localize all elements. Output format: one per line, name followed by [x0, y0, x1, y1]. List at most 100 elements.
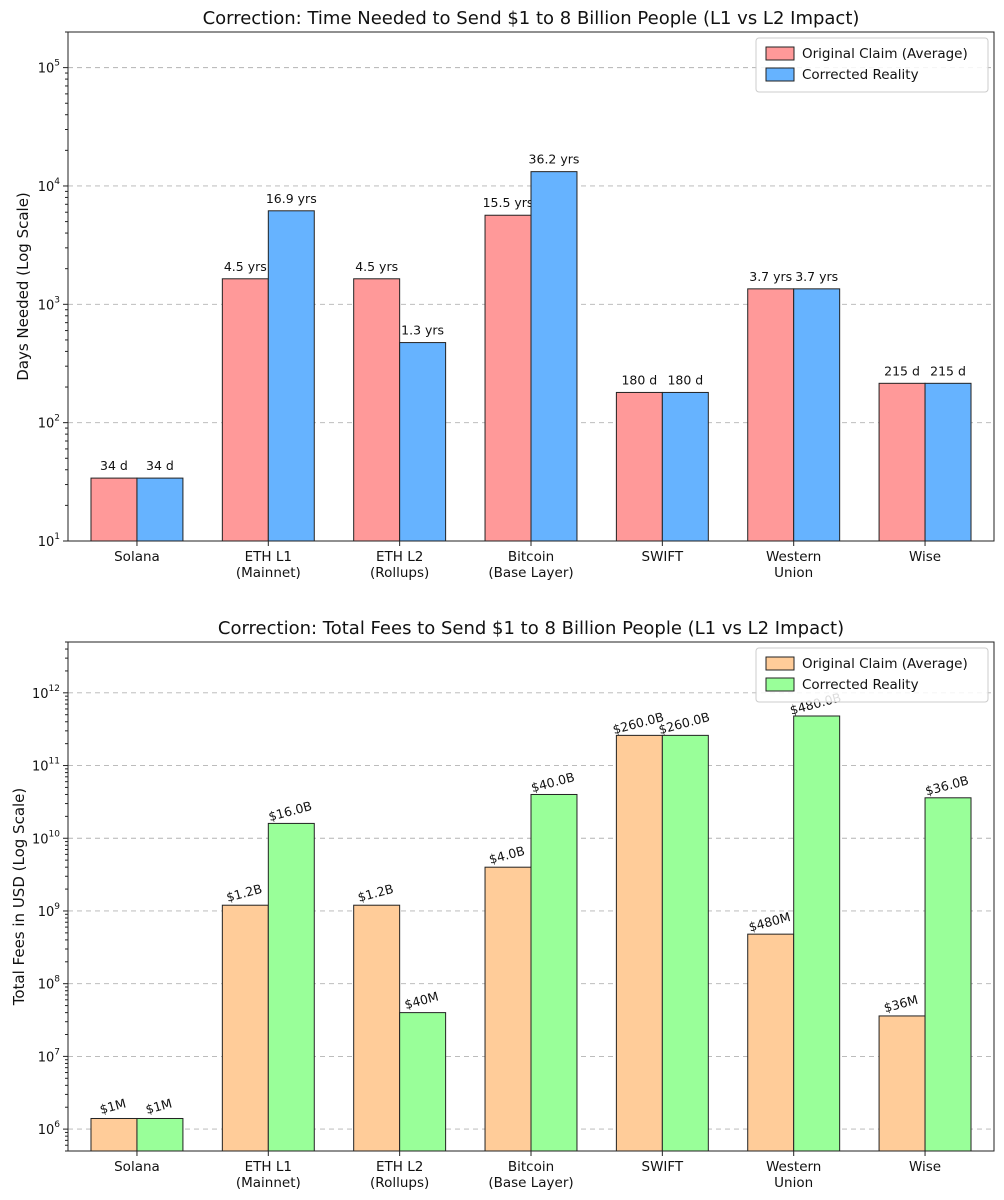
chart-title: Correction: Time Needed to Send $1 to 8 … — [203, 8, 860, 29]
chart-2: Correction: Total Fees to Send $1 to 8 B… — [10, 618, 995, 1191]
data-label: 215 d — [930, 363, 966, 378]
y-tick-label: 109 — [38, 902, 61, 920]
y-tick-label: 104 — [38, 177, 61, 195]
bar-original-3 — [353, 904, 401, 1152]
y-tick-label: 101 — [38, 532, 60, 550]
data-label: 180 d — [667, 372, 703, 387]
bar-original-2 — [221, 278, 269, 542]
bar-corrected-7 — [924, 797, 972, 1152]
category-label: (Base Layer) — [488, 1175, 573, 1191]
category-label: Wise — [909, 549, 941, 565]
data-label: $1.2B — [356, 881, 395, 905]
bar-original-4 — [484, 214, 532, 542]
category-label: SWIFT — [642, 549, 684, 565]
data-label: 36.2 yrs — [529, 152, 580, 167]
data-label: $1.2B — [225, 881, 264, 905]
bar-original-4 — [484, 866, 532, 1152]
data-label: $40.0B — [529, 769, 576, 795]
y-tick-label: 1010 — [32, 829, 60, 847]
bar-corrected-3 — [399, 342, 447, 542]
category-label: ETH L2 — [376, 1159, 423, 1175]
data-label: $480M — [747, 909, 792, 935]
bar-corrected-5 — [661, 391, 709, 542]
y-axis-label: Days Needed (Log Scale) — [14, 192, 32, 381]
bar-corrected-2 — [267, 210, 315, 542]
bar-corrected-5 — [661, 734, 709, 1152]
y-tick-label: 103 — [38, 295, 60, 313]
category-label: (Rollups) — [370, 1175, 429, 1191]
bar-original-2 — [221, 904, 269, 1152]
data-label: 4.5 yrs — [224, 259, 267, 274]
data-label: $1M — [144, 1095, 174, 1116]
y-tick-label: 107 — [38, 1047, 60, 1065]
data-label: $36M — [882, 992, 919, 1015]
data-label: 16.9 yrs — [266, 191, 317, 206]
bar-original-6 — [747, 288, 795, 542]
legend-label: Original Claim (Average) — [802, 656, 968, 672]
bar-corrected-7 — [924, 382, 972, 542]
data-label: 15.5 yrs — [483, 195, 534, 210]
bar-original-1 — [90, 1117, 138, 1152]
category-label: (Rollups) — [370, 565, 429, 581]
bar-corrected-1 — [136, 1117, 184, 1152]
plot-frame — [67, 641, 995, 1152]
legend: Original Claim (Average) Corrected Realit… — [755, 37, 989, 93]
category-label: ETH L1 — [245, 1159, 292, 1175]
y-axis-label: Total Fees in USD (Log Scale) — [10, 788, 28, 1007]
legend: Original Claim (Average) Corrected Realit… — [755, 647, 989, 703]
data-label: 34 d — [100, 458, 128, 473]
bar-original-5 — [615, 734, 663, 1152]
plot-frame — [67, 31, 995, 542]
bar-original-7 — [878, 382, 926, 542]
data-label: 215 d — [884, 363, 920, 378]
legend-swatch — [765, 67, 795, 82]
bar-corrected-6 — [793, 715, 841, 1152]
y-tick-label: 102 — [38, 414, 60, 432]
legend-swatch — [765, 677, 795, 692]
data-label: 4.5 yrs — [355, 259, 398, 274]
bar-corrected-4 — [530, 171, 578, 542]
legend-label: Corrected Reality — [802, 677, 919, 693]
bar-original-7 — [878, 1015, 926, 1152]
y-tick-label: 108 — [38, 975, 61, 993]
y-tick-label: 1011 — [32, 757, 60, 775]
data-label: 180 d — [621, 372, 657, 387]
data-label: 3.7 yrs — [795, 269, 838, 284]
category-label: ETH L1 — [245, 549, 292, 565]
bar-original-1 — [90, 477, 138, 542]
bar-corrected-6 — [793, 288, 841, 542]
data-label: 34 d — [146, 458, 174, 473]
legend-box — [755, 37, 989, 93]
data-label: $260.0B — [657, 709, 711, 737]
category-label: Solana — [114, 549, 160, 565]
category-label: (Mainnet) — [236, 1175, 301, 1191]
chart-title: Correction: Total Fees to Send $1 to 8 B… — [218, 618, 844, 639]
category-label: Union — [774, 565, 813, 581]
category-label: (Mainnet) — [236, 565, 301, 581]
category-label: (Base Layer) — [488, 565, 573, 581]
y-tick-label: 106 — [38, 1120, 61, 1138]
chart-1: Correction: Time Needed to Send $1 to 8 … — [14, 8, 995, 581]
bar-original-5 — [615, 391, 663, 542]
bar-original-6 — [747, 933, 795, 1152]
category-label: Solana — [114, 1159, 160, 1175]
category-label: ETH L2 — [376, 549, 423, 565]
legend-swatch — [765, 656, 795, 671]
category-label: Wise — [909, 1159, 941, 1175]
data-label: $16.0B — [267, 798, 314, 824]
legend-label: Corrected Reality — [802, 67, 919, 83]
category-label: Union — [774, 1175, 813, 1191]
bar-corrected-3 — [399, 1012, 447, 1152]
y-tick-label: 105 — [38, 59, 60, 77]
bar-corrected-4 — [530, 793, 578, 1152]
category-label: Western — [766, 549, 821, 565]
data-label: 1.3 yrs — [401, 323, 444, 338]
y-tick-label: 1012 — [32, 684, 60, 702]
legend-box — [755, 647, 989, 703]
category-label: Bitcoin — [508, 1159, 554, 1175]
category-label: Bitcoin — [508, 549, 554, 565]
category-label: SWIFT — [642, 1159, 684, 1175]
legend-label: Original Claim (Average) — [802, 46, 968, 62]
data-label: $1M — [98, 1095, 128, 1116]
